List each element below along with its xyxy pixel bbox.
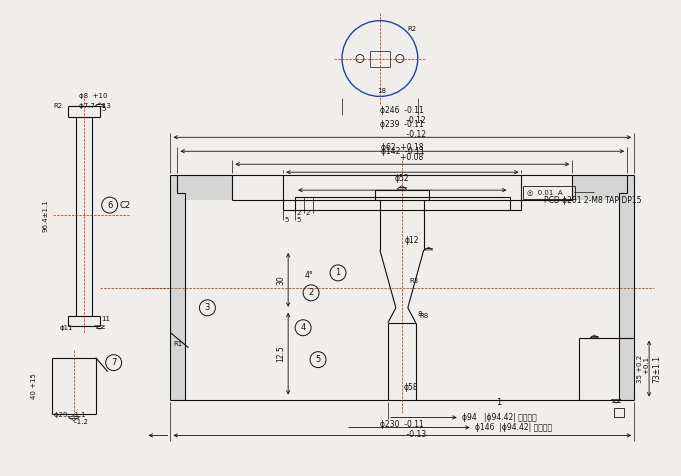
Bar (170, 175, 185, 399)
Text: ϕ29  -1.1
         -1.2: ϕ29 -1.1 -1.2 (54, 413, 88, 426)
Text: 4: 4 (300, 323, 306, 332)
Text: 5: 5 (284, 217, 289, 223)
Text: 12.5: 12.5 (276, 345, 285, 362)
Text: 5: 5 (101, 106, 106, 112)
Text: R3: R3 (410, 278, 419, 284)
Text: ϕ62  +0.18
        +0.08: ϕ62 +0.18 +0.08 (381, 143, 424, 162)
Text: ϕ58: ϕ58 (404, 383, 418, 392)
Text: 5: 5 (315, 355, 321, 364)
Text: ◎  0.01  A: ◎ 0.01 A (528, 189, 563, 195)
Text: ϕ146  |ϕ94.42| 열간압입: ϕ146 |ϕ94.42| 열간압입 (475, 423, 552, 432)
Text: R8: R8 (419, 313, 429, 319)
Text: ϕ142  -0.11: ϕ142 -0.11 (381, 147, 424, 156)
Text: 2: 2 (296, 210, 300, 216)
Text: 5: 5 (296, 217, 300, 223)
Text: 1: 1 (496, 397, 502, 407)
Text: PCD ϕ201 2-M8 TAP DP15: PCD ϕ201 2-M8 TAP DP15 (544, 196, 642, 205)
Bar (572, 175, 619, 200)
Bar (619, 175, 634, 399)
Text: ϕ94   |ϕ94.42| 열간압입: ϕ94 |ϕ94.42| 열간압입 (462, 413, 537, 422)
Text: 3: 3 (205, 303, 210, 312)
Bar (614, 407, 624, 417)
Text: R2: R2 (54, 103, 63, 109)
Text: R1: R1 (174, 341, 183, 347)
Text: 6: 6 (107, 200, 112, 209)
Text: ϕ12: ϕ12 (405, 236, 419, 245)
Text: 1: 1 (335, 268, 340, 278)
Text: 73±1.1: 73±1.1 (652, 355, 661, 383)
Text: ϕ230  -0.11
            -0.13: ϕ230 -0.11 -0.13 (378, 420, 426, 439)
Text: ϕ8  +10: ϕ8 +10 (79, 93, 108, 99)
Text: ϕ52: ϕ52 (395, 174, 410, 183)
Text: ϕ7.7  -13: ϕ7.7 -13 (79, 103, 110, 109)
Text: 40 +15: 40 +15 (31, 373, 37, 399)
Text: 4°: 4° (305, 271, 314, 280)
Text: 2: 2 (308, 288, 314, 298)
Text: 8: 8 (417, 311, 422, 317)
Text: 18: 18 (377, 89, 386, 94)
Text: 11: 11 (101, 316, 111, 322)
Text: 30: 30 (276, 275, 285, 285)
Text: 7: 7 (111, 358, 116, 367)
Text: 35 +0.2
    +0.1: 35 +0.2 +0.1 (637, 355, 650, 383)
Text: C2: C2 (120, 200, 131, 209)
Text: ϕ246  -0.11
           -0.12: ϕ246 -0.11 -0.12 (379, 106, 425, 125)
Bar (185, 175, 232, 200)
Text: 2: 2 (305, 210, 309, 216)
Text: ϕ11: ϕ11 (60, 325, 74, 331)
Text: 96.4±1.1: 96.4±1.1 (43, 199, 49, 232)
Text: ϕ239  -0.11
            -0.12: ϕ239 -0.11 -0.12 (379, 120, 426, 139)
Text: R2: R2 (408, 26, 417, 31)
